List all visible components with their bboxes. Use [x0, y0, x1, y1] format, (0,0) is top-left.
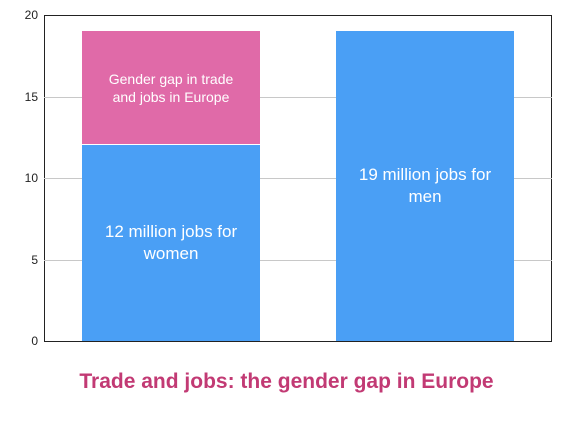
y-tick-label: 10	[24, 171, 38, 185]
data-label: 12 million jobs for women	[104, 222, 238, 264]
data-label: 19 million jobs for men	[358, 165, 492, 207]
data-label: Gender gap in trade and jobs in Europe	[108, 70, 234, 105]
bar: 12 million jobs for women	[82, 145, 260, 341]
y-tick-label: 20	[24, 8, 38, 22]
chart-title: Trade and jobs: the gender gap in Europe	[79, 370, 494, 393]
grid-line	[44, 259, 552, 261]
bar: 19 million jobs for men	[336, 31, 514, 341]
grid-line	[44, 96, 552, 98]
y-tick-label: 15	[24, 89, 38, 104]
y-tick-label: 5	[31, 252, 38, 267]
grid-line	[44, 178, 552, 179]
bar: Gender gap in trade and jobs in Europe	[82, 31, 260, 145]
y-tick-label: 0	[31, 334, 38, 348]
